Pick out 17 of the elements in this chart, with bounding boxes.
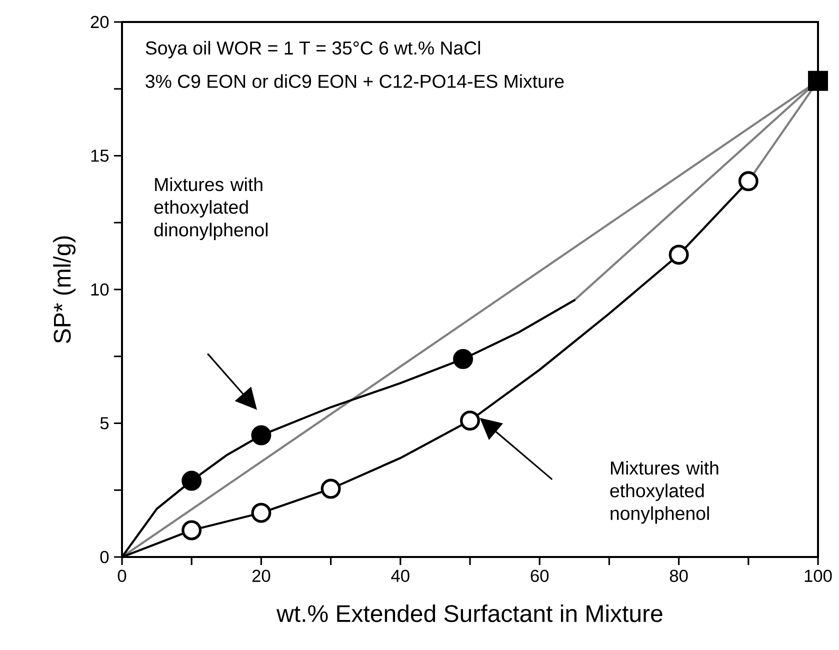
- x-tick-label: 100: [804, 570, 832, 582]
- x-tick-label: 40: [391, 570, 410, 582]
- y-tick-label: 15: [91, 150, 109, 162]
- x-tick-label: 80: [670, 570, 688, 582]
- x-tick-label: 20: [252, 570, 270, 582]
- x-axis-title: wt.% Extended Surfactant in Mixture: [276, 604, 662, 622]
- annotation: 3% C9 EON or diC9 EON + C12-PO14-ES Mixture: [146, 74, 564, 88]
- y-tick-label: 0: [100, 550, 109, 564]
- y-tick-label: 10: [91, 283, 109, 296]
- y-tick-label: 20: [90, 16, 109, 28]
- y-tick-label: 5: [100, 417, 109, 430]
- x-tick-label: 60: [530, 570, 549, 582]
- y-axis-title: SP* (ml/g): [53, 236, 76, 344]
- x-tick-label: 0: [118, 570, 126, 582]
- annotation: Soya oil WOR = 1 T = 35°C 6 wt.% NaCl: [146, 40, 480, 58]
- annotation: Mixtures with ethoxylated nonylphenol: [610, 460, 718, 524]
- annotation: Mixtures with ethoxylated dinonylphenol: [154, 177, 268, 240]
